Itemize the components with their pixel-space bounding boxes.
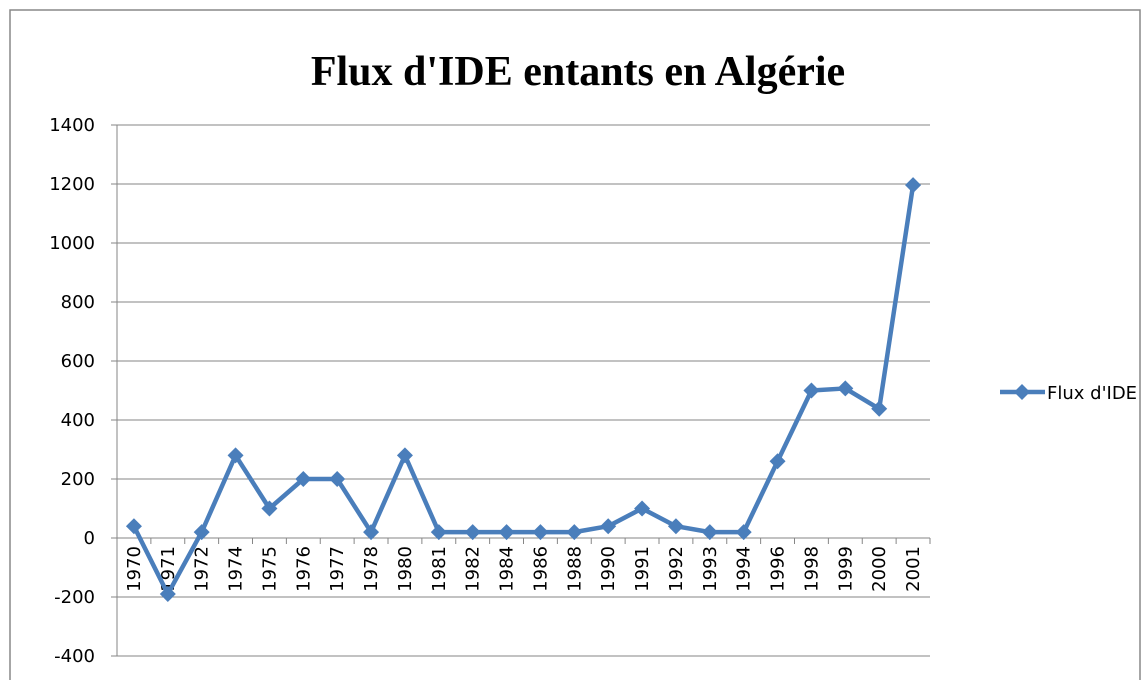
point bbox=[464, 524, 481, 541]
point bbox=[498, 524, 515, 541]
point bbox=[769, 453, 786, 470]
point bbox=[837, 380, 854, 397]
legend-label: Flux d'IDE bbox=[1047, 383, 1137, 404]
x-tick-label: 1991 bbox=[632, 546, 653, 592]
y-tick-label: 0 bbox=[84, 528, 95, 549]
x-tick-label: 1976 bbox=[293, 546, 314, 592]
x-tick-label: 1970 bbox=[124, 546, 145, 592]
point bbox=[701, 524, 718, 541]
x-tick-label: 1993 bbox=[700, 546, 721, 592]
y-tick-label: 1200 bbox=[49, 174, 95, 195]
y-tick-label: 1400 bbox=[49, 115, 95, 136]
x-tick-label: 1992 bbox=[666, 546, 687, 592]
x-tick-label: 1996 bbox=[768, 546, 789, 592]
chart-frame bbox=[9, 9, 1141, 684]
y-tick-label: 1000 bbox=[49, 233, 95, 254]
x-tick-label: 1999 bbox=[835, 546, 856, 592]
point bbox=[532, 524, 549, 541]
point bbox=[396, 447, 413, 464]
x-tick-label: 1981 bbox=[429, 546, 450, 592]
point bbox=[803, 382, 820, 399]
x-tick-label: 1998 bbox=[801, 546, 822, 592]
point bbox=[363, 524, 380, 541]
point bbox=[735, 524, 752, 541]
point bbox=[329, 471, 346, 487]
point bbox=[667, 518, 684, 535]
point bbox=[227, 447, 244, 464]
x-tick-label: 1980 bbox=[395, 546, 416, 592]
x-tick-label: 1978 bbox=[361, 546, 382, 592]
point bbox=[566, 524, 583, 541]
x-tick-label: 1977 bbox=[327, 546, 348, 592]
point bbox=[295, 471, 312, 487]
x-tick-label: 1975 bbox=[259, 546, 280, 592]
y-tick-label: 800 bbox=[61, 292, 95, 313]
x-tick-label: 1982 bbox=[463, 546, 484, 592]
y-tick-label: -200 bbox=[54, 587, 95, 608]
legend-marker bbox=[1014, 384, 1030, 400]
x-tick-label: 1990 bbox=[598, 546, 619, 592]
x-tick-label: 1972 bbox=[192, 546, 213, 592]
point bbox=[871, 400, 888, 417]
x-tick-label: 1986 bbox=[530, 546, 551, 592]
point bbox=[430, 524, 447, 541]
x-tick-label: 1994 bbox=[734, 546, 755, 592]
x-tick-label: 1988 bbox=[564, 546, 585, 592]
point bbox=[193, 524, 210, 541]
point bbox=[261, 500, 278, 517]
point bbox=[905, 177, 922, 194]
y-tick-label: 600 bbox=[61, 351, 95, 372]
point bbox=[125, 518, 142, 535]
x-tick-label: 1974 bbox=[226, 546, 247, 592]
y-tick-label: 400 bbox=[61, 410, 95, 431]
x-tick-label: 2000 bbox=[869, 546, 890, 592]
x-tick-label: 2001 bbox=[903, 546, 924, 592]
chart-title: Flux d'IDE entants en Algérie bbox=[311, 49, 845, 95]
x-tick-label: 1984 bbox=[497, 546, 518, 592]
y-tick-label: 200 bbox=[61, 469, 95, 490]
series-line bbox=[131, 184, 916, 597]
point bbox=[159, 586, 176, 603]
point bbox=[634, 500, 651, 517]
point bbox=[600, 518, 617, 535]
y-tick-label: -400 bbox=[54, 646, 95, 667]
